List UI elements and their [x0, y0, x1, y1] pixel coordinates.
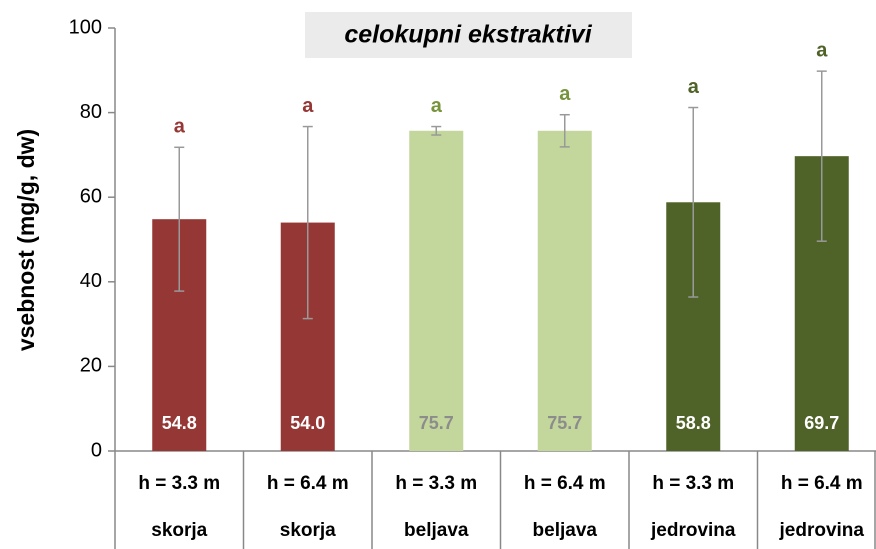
x-tick-label: h = 3.3 m	[652, 473, 734, 494]
bar	[537, 130, 592, 451]
value-label: 75.7	[419, 413, 454, 433]
value-label: 58.8	[676, 413, 711, 433]
significance-letter: a	[431, 95, 443, 117]
x-group-label: beljava	[533, 520, 598, 541]
y-tick-label: 60	[80, 185, 102, 207]
y-tick-label: 0	[91, 439, 102, 461]
x-group-label: skorja	[280, 520, 336, 541]
x-group-label: jedrovina	[650, 520, 736, 541]
y-tick-label: 80	[80, 101, 102, 123]
y-tick-label: 40	[80, 270, 102, 292]
value-label: 69.7	[804, 413, 839, 433]
value-label: 54.0	[290, 413, 325, 433]
x-group-label: skorja	[151, 520, 207, 541]
x-tick-label: h = 6.4 m	[781, 473, 863, 494]
x-tick-label: h = 3.3 m	[138, 473, 220, 494]
value-label: 75.7	[547, 413, 582, 433]
x-tick-label: h = 6.4 m	[524, 473, 606, 494]
chart-title: celokupni ekstraktivi	[344, 21, 592, 49]
significance-letter: a	[688, 76, 700, 98]
x-group-label: beljava	[404, 520, 469, 541]
significance-letter: a	[816, 39, 828, 61]
bar	[409, 130, 464, 451]
x-group-label: jedrovina	[779, 520, 865, 541]
x-tick-label: h = 3.3 m	[395, 473, 477, 494]
significance-letter: a	[302, 95, 314, 117]
significance-letter: a	[559, 83, 571, 105]
x-tick-label: h = 6.4 m	[267, 473, 349, 494]
y-tick-label: 100	[69, 16, 102, 38]
y-axis-label: vsebnost (mg/g, dw)	[13, 129, 39, 351]
significance-letter: a	[174, 116, 186, 138]
title-box	[305, 12, 632, 58]
value-label: 54.8	[162, 413, 197, 433]
y-tick-label: 20	[80, 355, 102, 377]
